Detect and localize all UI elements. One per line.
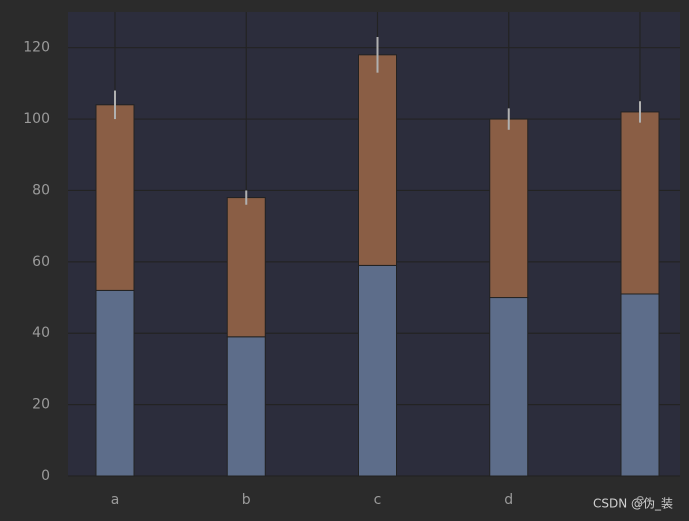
x-tick-label: c	[374, 492, 382, 508]
bar	[620, 293, 660, 477]
y-tick-label: 100	[23, 111, 50, 127]
x-tick-label: b	[242, 492, 251, 508]
bar	[489, 118, 529, 299]
x-tick-label: e	[636, 492, 645, 508]
y-tick-label: 60	[32, 254, 50, 270]
y-tick-label: 0	[41, 468, 50, 484]
y-tick-label: 20	[32, 397, 50, 413]
bar	[226, 197, 266, 338]
bar	[358, 264, 397, 477]
y-tick-label: 80	[32, 182, 50, 198]
bar	[95, 289, 135, 477]
bar	[620, 111, 660, 295]
y-tick-label: 120	[23, 40, 50, 56]
x-tick-label: a	[111, 492, 120, 508]
bar	[226, 336, 266, 477]
x-tick-label: d	[504, 492, 513, 508]
watermark: CSDN @伪_装	[593, 497, 673, 511]
bar	[489, 297, 529, 477]
bar	[358, 54, 397, 266]
y-tick-label: 40	[32, 325, 50, 341]
bar	[95, 104, 135, 291]
